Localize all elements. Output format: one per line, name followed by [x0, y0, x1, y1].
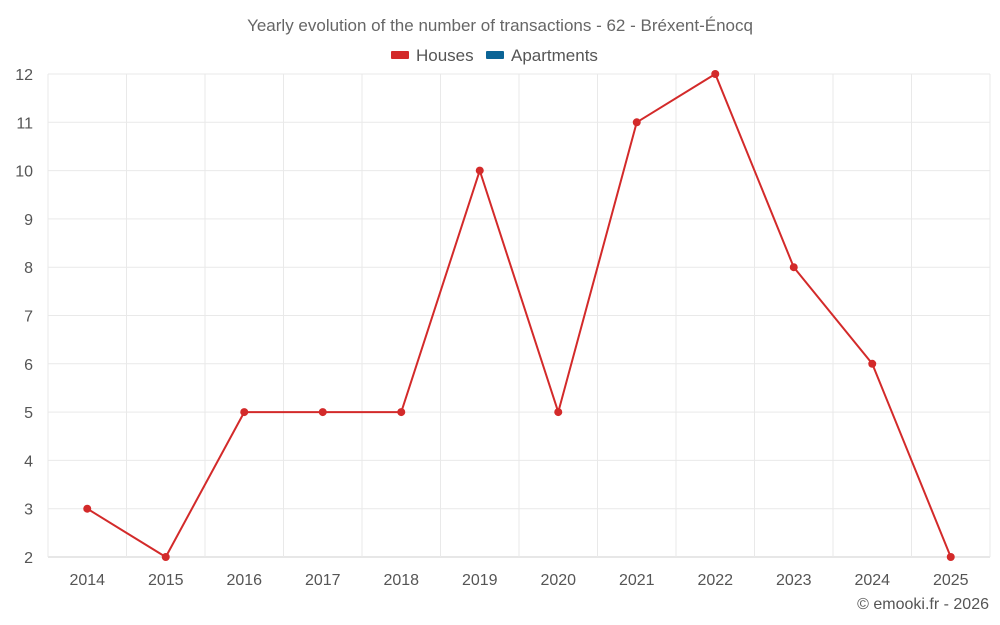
y-tick-label: 12 [15, 67, 33, 84]
x-tick-label: 2019 [462, 572, 498, 589]
data-point-houses[interactable] [83, 504, 92, 513]
x-tick-label: 2016 [226, 572, 262, 589]
legend: Houses Apartments [391, 46, 598, 65]
y-tick-label: 9 [24, 212, 33, 229]
legend-item-apartments[interactable]: Apartments [486, 46, 598, 65]
data-point-houses[interactable] [554, 408, 563, 417]
data-point-houses[interactable] [789, 263, 798, 272]
y-axis: 2 3 4 5 6 7 8 9 10 11 12 [15, 67, 33, 567]
y-tick-label: 11 [16, 115, 33, 132]
data-point-houses[interactable] [161, 553, 170, 561]
x-tick-label: 2025 [933, 572, 969, 589]
x-tick-label: 2018 [383, 572, 419, 589]
data-point-houses[interactable] [397, 408, 406, 417]
data-point-houses[interactable] [711, 70, 720, 78]
y-tick-label: 5 [24, 405, 33, 422]
data-point-houses[interactable] [318, 408, 327, 417]
grid [47, 73, 991, 558]
legend-swatch-houses [391, 51, 409, 59]
data-point-houses[interactable] [946, 553, 955, 561]
y-tick-label: 2 [24, 550, 33, 567]
credit-text: © emooki.fr - 2026 [857, 596, 989, 613]
y-tick-label: 3 [24, 502, 33, 519]
y-tick-label: 7 [24, 309, 33, 326]
y-tick-label: 4 [24, 453, 33, 470]
series-houses [83, 70, 955, 561]
series-line-houses [86, 73, 952, 558]
x-tick-label: 2022 [697, 572, 733, 589]
y-tick-label: 8 [24, 260, 33, 277]
x-tick-label: 2015 [148, 572, 184, 589]
data-point-houses[interactable] [632, 118, 641, 127]
data-point-houses[interactable] [868, 359, 877, 368]
x-tick-label: 2024 [854, 572, 890, 589]
x-axis: 2014 2015 2016 2017 2018 2019 2020 2021 2022 2023… [69, 572, 968, 589]
data-point-houses[interactable] [240, 408, 249, 417]
legend-item-houses[interactable]: Houses [391, 46, 474, 65]
y-tick-label: 6 [24, 357, 33, 374]
x-tick-label: 2017 [305, 572, 341, 589]
x-tick-label: 2014 [69, 572, 105, 589]
data-point-houses[interactable] [475, 166, 484, 175]
legend-label-houses: Houses [416, 46, 474, 65]
x-tick-label: 2021 [619, 572, 655, 589]
legend-swatch-apartments [486, 51, 504, 59]
chart-title: Yearly evolution of the number of transa… [247, 16, 753, 35]
legend-label-apartments: Apartments [511, 46, 598, 65]
x-tick-label: 2023 [776, 572, 812, 589]
x-tick-label: 2020 [540, 572, 576, 589]
y-tick-label: 10 [15, 164, 33, 181]
